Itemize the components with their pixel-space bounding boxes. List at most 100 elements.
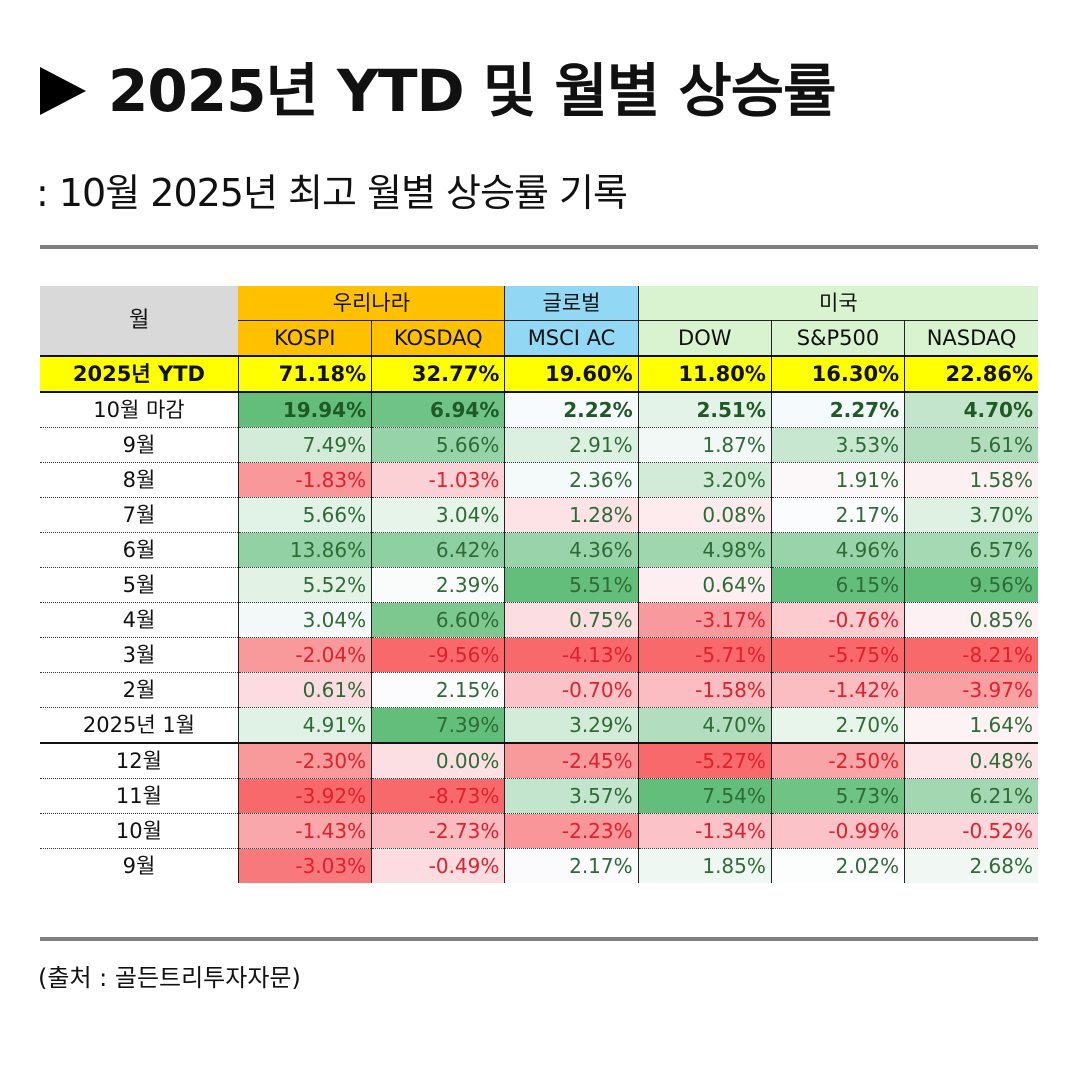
heatmap-cell-kospi: 0.61%: [237, 672, 372, 708]
table-row: 9월 7.49% 5.66% 2.91% 1.87% 3.53% 5.61%: [40, 427, 1038, 463]
column-header-msci-ac: MSCI AC: [504, 320, 639, 356]
row-label: 11월: [40, 778, 239, 814]
heatmap-cell-kosdaq: 2.15%: [371, 672, 505, 708]
group-header-us: 미국: [637, 286, 1038, 321]
heatmap-cell-nasdaq: -3.97%: [904, 672, 1038, 708]
table-row: 12월 -2.30% 0.00% -2.45% -5.27% -2.50% 0.48%: [40, 743, 1038, 779]
index-header-row: KOSPI KOSDAQ MSCI AC DOW S&P500 NASDAQ: [40, 320, 1038, 356]
group-header-global: 글로벌: [504, 286, 639, 321]
page-title-text: 2025년 YTD 및 월별 상승률: [108, 57, 836, 125]
heatmap-cell-kosdaq: 0.00%: [371, 743, 505, 779]
group-header-korea: 우리나라: [238, 286, 505, 321]
ytd-value-dow: 11.80%: [637, 355, 772, 393]
table-row: 10월 마감 19.94% 6.94% 2.22% 2.51% 2.27% 4.70%: [40, 392, 1038, 428]
month-column-header: 월: [40, 286, 239, 356]
heatmap-cell-dow: -5.71%: [637, 637, 772, 673]
heatmap-cell-kospi: 3.04%: [237, 602, 372, 638]
row-label: 7월: [40, 497, 239, 533]
heatmap-cell-dow: 3.20%: [637, 462, 772, 498]
ytd-row: 2025년 YTD 71.18% 32.77% 19.60% 11.80% 16…: [40, 355, 1038, 393]
heatmap-cell-sp500: -1.42%: [770, 672, 905, 708]
heatmap-cell-kospi: 13.86%: [237, 532, 372, 568]
table-row: 2025년 1월 4.91% 7.39% 3.29% 4.70% 2.70% 1.64%: [40, 707, 1038, 744]
heatmap-cell-dow: 4.98%: [637, 532, 772, 568]
heatmap-cell-kospi: 7.49%: [237, 427, 372, 463]
row-label: 3월: [40, 637, 239, 673]
heatmap-cell-sp500: 4.96%: [770, 532, 905, 568]
heatmap-cell-nasdaq: -8.21%: [904, 637, 1038, 673]
heatmap-cell-msci-ac: -2.23%: [504, 813, 639, 849]
heatmap-cell-msci-ac: 4.36%: [504, 532, 639, 568]
row-label: 12월: [40, 743, 239, 779]
heatmap-cell-nasdaq: 3.70%: [904, 497, 1038, 533]
column-header-kospi: KOSPI: [238, 320, 372, 356]
column-header-nasdaq: NASDAQ: [904, 320, 1038, 356]
top-divider: [40, 245, 1038, 249]
heatmap-cell-sp500: -2.50%: [770, 743, 905, 779]
heatmap-cell-kosdaq: 2.39%: [371, 567, 505, 603]
row-label: 10월: [40, 813, 239, 849]
table-row: 3월 -2.04% -9.56% -4.13% -5.71% -5.75% -8.21%: [40, 637, 1038, 673]
heatmap-cell-dow: 2.51%: [637, 392, 772, 428]
heatmap-cell-msci-ac: 2.91%: [504, 427, 639, 463]
heatmap-cell-dow: 0.64%: [637, 567, 772, 603]
page-title: 2025년 YTD 및 월별 상승률: [40, 56, 836, 126]
table-row: 10월 -1.43% -2.73% -2.23% -1.34% -0.99% -0.52%: [40, 813, 1038, 849]
table-row: 9월 -3.03% -0.49% 2.17% 1.85% 2.02% 2.68%: [40, 848, 1038, 883]
row-label: 10월 마감: [40, 392, 239, 428]
source-note: (출처 : 골든트리투자자문): [38, 964, 301, 992]
heatmap-cell-nasdaq: 6.21%: [904, 778, 1038, 814]
heatmap-cell-sp500: -0.99%: [770, 813, 905, 849]
row-label: 6월: [40, 532, 239, 568]
heatmap-cell-kosdaq: 7.39%: [371, 707, 505, 744]
table-row: 2월 0.61% 2.15% -0.70% -1.58% -1.42% -3.97%: [40, 672, 1038, 708]
table-row: 4월 3.04% 6.60% 0.75% -3.17% -0.76% 0.85%: [40, 602, 1038, 638]
heatmap-cell-sp500: 2.27%: [770, 392, 905, 428]
heatmap-cell-kospi: -1.83%: [237, 462, 372, 498]
row-label: 9월: [40, 848, 239, 883]
heatmap-cell-nasdaq: 2.68%: [904, 848, 1038, 883]
heatmap-cell-msci-ac: 3.57%: [504, 778, 639, 814]
heatmap-cell-msci-ac: 5.51%: [504, 567, 639, 603]
ytd-row-label: 2025년 YTD: [40, 355, 239, 393]
heatmap-cell-kosdaq: 5.66%: [371, 427, 505, 463]
heatmap-cell-kosdaq: -9.56%: [371, 637, 505, 673]
column-header-dow: DOW: [637, 320, 772, 356]
heatmap-cell-kosdaq: -0.49%: [371, 848, 505, 883]
heatmap-cell-sp500: 2.70%: [770, 707, 905, 744]
table-row: 6월 13.86% 6.42% 4.36% 4.98% 4.96% 6.57%: [40, 532, 1038, 568]
heatmap-cell-kospi: 19.94%: [237, 392, 372, 428]
heatmap-cell-msci-ac: -4.13%: [504, 637, 639, 673]
heatmap-cell-kosdaq: 6.42%: [371, 532, 505, 568]
heatmap-cell-dow: 4.70%: [637, 707, 772, 744]
heatmap-cell-sp500: 2.02%: [770, 848, 905, 883]
heatmap-cell-dow: -3.17%: [637, 602, 772, 638]
heatmap-cell-kospi: 4.91%: [237, 707, 372, 744]
heatmap-cell-msci-ac: -0.70%: [504, 672, 639, 708]
heatmap-cell-sp500: 2.17%: [770, 497, 905, 533]
ytd-value-nasdaq: 22.86%: [904, 355, 1038, 393]
heatmap-cell-kospi: 5.66%: [237, 497, 372, 533]
heatmap-cell-kospi: -3.92%: [237, 778, 372, 814]
row-label: 8월: [40, 462, 239, 498]
heatmap-cell-msci-ac: 1.28%: [504, 497, 639, 533]
group-header-row: 월 우리나라 글로벌 미국: [40, 286, 1038, 356]
ytd-value-msci-ac: 19.60%: [504, 355, 639, 393]
heatmap-cell-dow: 0.08%: [637, 497, 772, 533]
ytd-value-kosdaq: 32.77%: [371, 355, 505, 393]
heatmap-cell-kosdaq: 3.04%: [371, 497, 505, 533]
row-label: 5월: [40, 567, 239, 603]
heatmap-cell-nasdaq: 5.61%: [904, 427, 1038, 463]
heatmap-cell-nasdaq: 6.57%: [904, 532, 1038, 568]
heatmap-cell-msci-ac: 3.29%: [504, 707, 639, 744]
heatmap-cell-sp500: -5.75%: [770, 637, 905, 673]
table-row: 8월 -1.83% -1.03% 2.36% 3.20% 1.91% 1.58%: [40, 462, 1038, 498]
table-row: 7월 5.66% 3.04% 1.28% 0.08% 2.17% 3.70%: [40, 497, 1038, 533]
heatmap-cell-kospi: -2.30%: [237, 743, 372, 779]
heatmap-cell-dow: -5.27%: [637, 743, 772, 779]
heatmap-cell-nasdaq: 1.64%: [904, 707, 1038, 744]
heatmap-cell-msci-ac: -2.45%: [504, 743, 639, 779]
heatmap-cell-sp500: 1.91%: [770, 462, 905, 498]
ytd-value-kospi: 71.18%: [237, 355, 372, 393]
heatmap-cell-kospi: -3.03%: [237, 848, 372, 883]
